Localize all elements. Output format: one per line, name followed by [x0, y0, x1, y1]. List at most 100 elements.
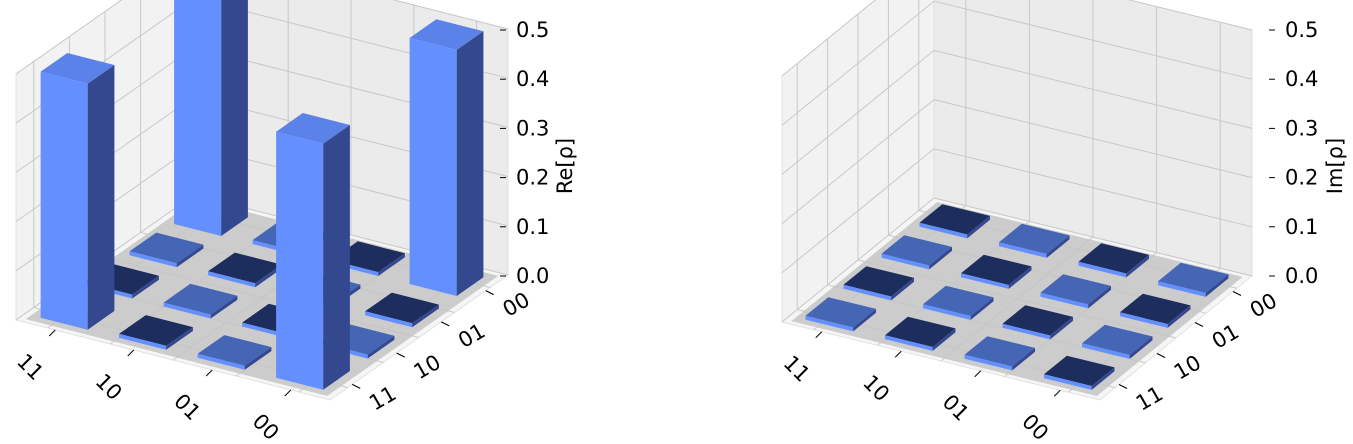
col-tick-label: 01: [169, 389, 205, 425]
gridline: [781, 0, 876, 77]
gridline: [933, 99, 1253, 179]
bars: [805, 204, 1229, 390]
bar-00-11: [174, 0, 248, 236]
gridline: [15, 0, 123, 75]
bar-10-01: [1002, 305, 1073, 340]
z-tick-label: 0.4: [516, 67, 549, 91]
bar-front: [1120, 312, 1168, 328]
bar-side: [932, 328, 956, 351]
bar-front: [174, 0, 222, 236]
gridline: [781, 99, 935, 224]
bar-00-00: [1158, 262, 1229, 297]
row-tick-label: 10: [410, 350, 445, 384]
bar-11-10: [119, 315, 193, 350]
z-tick-label: 0.4: [1285, 67, 1318, 91]
col-tick: [815, 331, 823, 339]
bar-side: [255, 264, 282, 288]
gridline: [1127, 0, 1253, 31]
bar-side: [1167, 305, 1191, 328]
bar-top: [276, 113, 350, 144]
bar-top: [919, 204, 990, 235]
z-tick-label: 0.0: [1285, 264, 1318, 288]
bar-01-10: [961, 254, 1032, 289]
bars: [40, 0, 484, 390]
bar-top: [885, 316, 956, 347]
row-tick-label: 11: [365, 381, 400, 415]
bar-11-10: [885, 316, 956, 351]
z-axis-label: Re[ρ]: [553, 138, 577, 194]
bar-top: [119, 315, 193, 346]
row-tick: [441, 321, 450, 327]
bar-01-01: [1040, 274, 1111, 309]
bar-top: [843, 266, 914, 297]
bar-side: [323, 125, 350, 390]
bar-side: [1012, 347, 1035, 371]
gridline: [781, 0, 935, 126]
row-tick-label: 01: [454, 319, 489, 353]
bar-top: [1158, 262, 1229, 293]
bar-side: [367, 335, 395, 359]
z-tick-label: 0.5: [1285, 18, 1318, 42]
bar-front: [1002, 323, 1051, 340]
col-tick-label: 11: [12, 349, 48, 385]
bar-side: [244, 347, 272, 370]
row-tick: [396, 352, 405, 358]
bar-11-01: [197, 335, 272, 370]
bar-front: [163, 302, 211, 319]
bar-side: [412, 304, 439, 328]
bar-side: [1050, 316, 1073, 340]
bar-front: [409, 38, 457, 296]
bar-top: [999, 223, 1070, 254]
z-tick-label: 0.2: [1285, 166, 1318, 190]
bar-top: [1082, 324, 1153, 355]
bar-side: [1205, 274, 1229, 297]
bar-top: [1040, 274, 1111, 305]
bar-top: [365, 292, 439, 324]
col-tick: [284, 389, 292, 397]
bar-10-10: [923, 285, 994, 320]
bar-top: [961, 254, 1032, 285]
bar-side: [970, 297, 994, 320]
bar-front: [129, 251, 177, 268]
bar-front: [1040, 292, 1089, 309]
bar-10-11: [843, 266, 914, 301]
gridline: [933, 0, 1253, 80]
bar-side: [132, 275, 159, 299]
z-tick-label: 0.1: [1285, 215, 1318, 239]
bar-front: [365, 311, 413, 328]
z-tick-label: 0.1: [516, 215, 549, 239]
bar-00-10: [999, 223, 1070, 258]
row-tick: [1156, 353, 1166, 358]
col-tick-label: 01: [938, 390, 974, 426]
gridline: [933, 197, 1253, 277]
row-tick-label: 00: [1246, 288, 1281, 322]
bar-11-11: [805, 297, 876, 332]
bar-top: [197, 335, 272, 366]
bar-11-01: [964, 336, 1035, 371]
bar-top: [163, 283, 238, 315]
bar-01-00: [1120, 293, 1191, 328]
gridline: [933, 148, 1253, 228]
bar-side: [210, 295, 238, 319]
bar-top: [1078, 243, 1149, 274]
bar-top: [881, 235, 952, 266]
bar-side: [1008, 266, 1032, 289]
bar-top: [923, 285, 994, 316]
bar-front: [276, 131, 324, 390]
z-tick-label: 0.0: [516, 264, 549, 288]
bar-front: [119, 333, 167, 350]
bar-side: [1091, 367, 1115, 390]
bar-front: [1158, 281, 1206, 297]
bar-side: [891, 277, 914, 301]
bar-front: [961, 273, 1009, 289]
bar-11-11: [40, 53, 115, 330]
bar-side: [1088, 285, 1111, 309]
bar-side: [166, 327, 193, 350]
bar-top: [129, 232, 204, 264]
bar-front: [964, 354, 1013, 371]
bar-side: [853, 308, 876, 332]
bar-front: [843, 284, 892, 301]
gridline: [392, 0, 509, 30]
bar-front: [923, 304, 971, 320]
